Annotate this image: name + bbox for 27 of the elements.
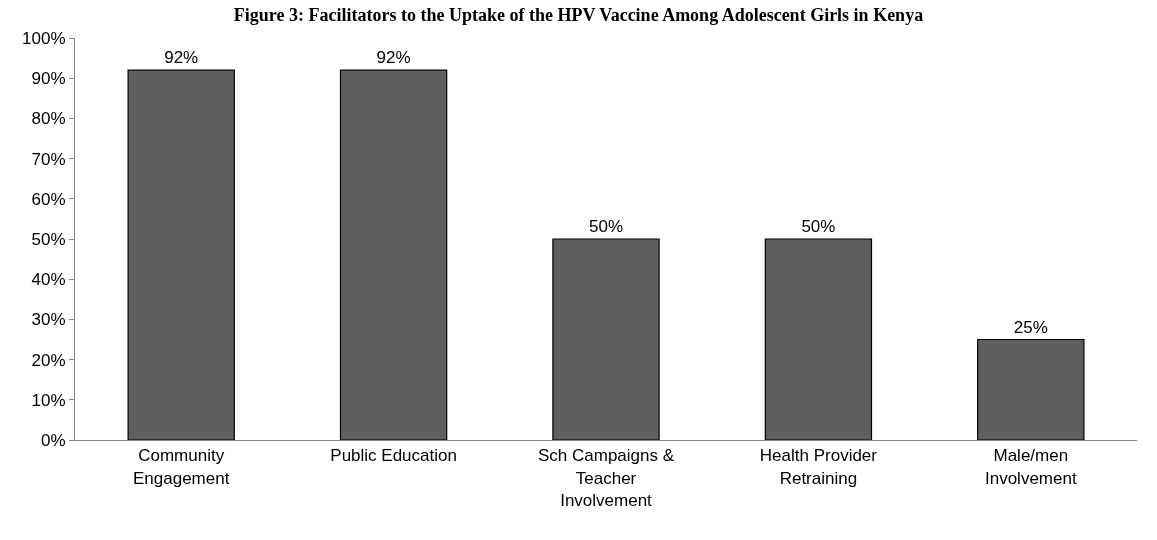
y-tick-label: 20% <box>31 350 66 370</box>
bar <box>977 338 1085 440</box>
data-label: 25% <box>1013 317 1048 337</box>
x-tick-label: Male/men Involvement <box>984 446 1077 488</box>
y-tick-label: 30% <box>31 310 66 330</box>
y-tick-label: 80% <box>31 109 66 129</box>
x-tick-label: Public Education <box>330 446 457 466</box>
y-tick-label: 90% <box>31 69 66 89</box>
data-label: 50% <box>801 217 836 236</box>
x-tick-label: Sch Campaigns & Teacher Involvement <box>537 446 675 510</box>
x-tick-label: Health Provider Retraining <box>759 446 878 488</box>
x-tick-label: Community Engagement <box>133 446 230 488</box>
data-label: 92% <box>164 48 199 68</box>
data-label: 50% <box>588 217 624 236</box>
bar <box>339 69 448 440</box>
y-tick-label: 10% <box>31 390 66 410</box>
bar <box>127 69 235 440</box>
y-tick-label: 0% <box>41 430 66 450</box>
chart-title: Figure 3: Facilitators to the Uptake of the HPV Vaccine Among Adolescent Girls in Kenya <box>233 4 924 25</box>
y-tick-label: 100% <box>22 28 66 48</box>
y-tick-label: 70% <box>31 149 66 169</box>
y-tick-label: 60% <box>31 189 66 209</box>
bar <box>764 238 873 440</box>
data-label: 92% <box>376 48 411 68</box>
y-tick-label: 40% <box>31 270 66 290</box>
bar <box>552 238 660 440</box>
y-tick-label: 50% <box>31 229 66 249</box>
